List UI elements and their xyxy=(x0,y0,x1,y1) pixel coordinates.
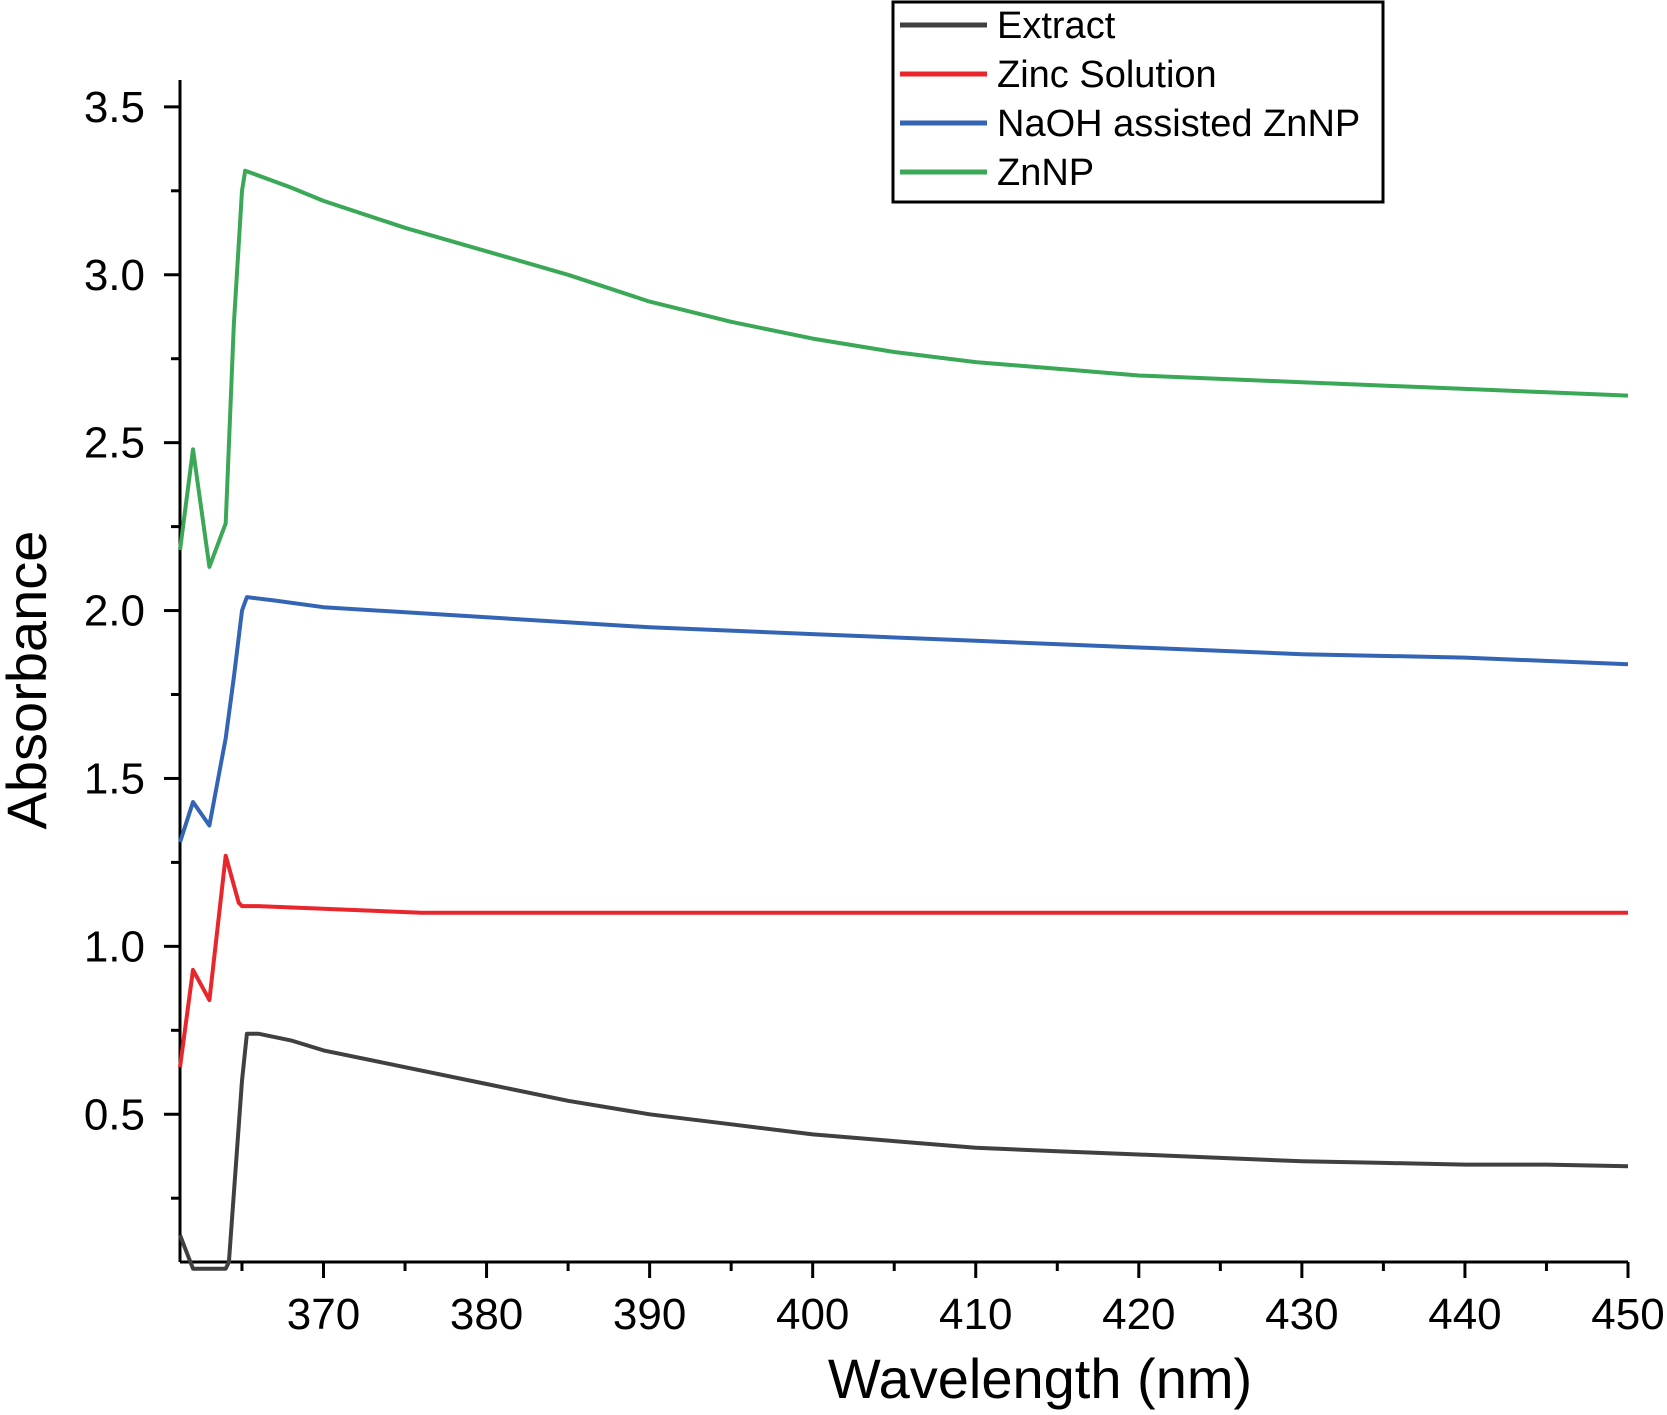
series-line-naoh-assisted-znnp xyxy=(178,595,1629,843)
series-line-znnp xyxy=(178,168,1629,569)
x-tick-label: 380 xyxy=(450,1290,523,1339)
legend-box xyxy=(891,0,1385,204)
series-line-zinc-solution xyxy=(178,853,1628,1068)
y-tick-label: 2.5 xyxy=(84,419,145,468)
x-tick-label: 450 xyxy=(1591,1290,1664,1339)
series-line-extract xyxy=(178,1031,1629,1271)
x-axis-label: Wavelength (nm) xyxy=(828,1347,1252,1410)
x-tick-label: 440 xyxy=(1428,1290,1501,1339)
legend: Extract Zinc Solution NaOH assisted ZnNP Zn… xyxy=(891,0,1385,204)
x-tick-label: 390 xyxy=(613,1290,686,1339)
y-tick-label: 1.5 xyxy=(84,754,145,803)
legend-label: Zinc Solution xyxy=(997,54,1217,96)
y-tick-label: 3.0 xyxy=(84,251,145,300)
legend-label: Extract xyxy=(997,5,1116,47)
x-tick-label: 430 xyxy=(1265,1290,1338,1339)
legend-label: ZnNP xyxy=(997,152,1094,194)
y-tick-label: 2.0 xyxy=(84,587,145,636)
axes: 370 380 390 400 410 420 430 440 450 0.5 1.0 1.5 2.0 2… xyxy=(84,80,1665,1339)
y-tick-label: 0.5 xyxy=(84,1090,145,1139)
series-layer xyxy=(178,168,1629,1271)
x-tick-label: 420 xyxy=(1102,1290,1175,1339)
x-tick-label: 410 xyxy=(939,1290,1012,1339)
legend-label: NaOH assisted ZnNP xyxy=(997,103,1360,145)
x-tick-label: 400 xyxy=(776,1290,849,1339)
y-tick-label: 3.5 xyxy=(84,83,145,132)
y-tick-label: 1.0 xyxy=(84,922,145,971)
x-tick-label: 370 xyxy=(287,1290,360,1339)
y-axis-label: Absorbance xyxy=(0,531,58,830)
